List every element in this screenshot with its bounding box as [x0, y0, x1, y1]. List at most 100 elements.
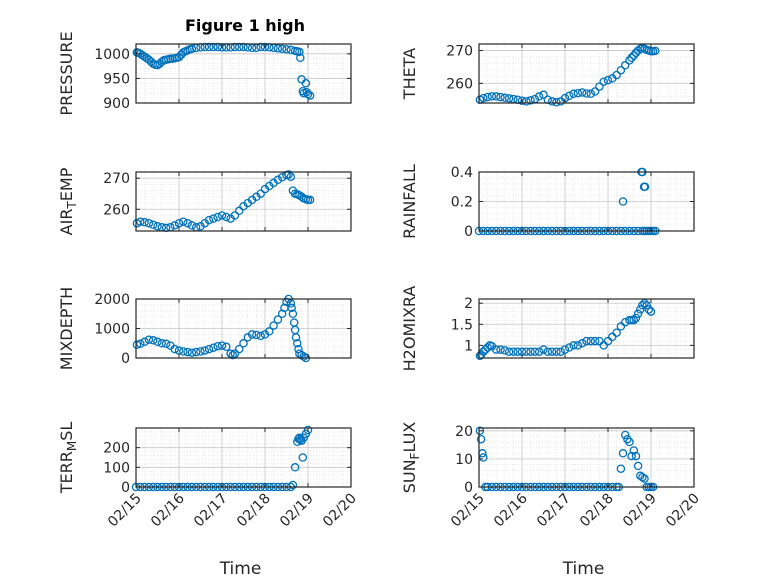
data-point [620, 61, 630, 70]
data-point [136, 217, 145, 226]
y-tick-label: 270 [103, 171, 130, 187]
data-point [273, 175, 283, 185]
data-point [631, 313, 641, 323]
y-tick-label: 10 [455, 452, 473, 468]
y-tick-label: 1.5 [451, 317, 473, 333]
data-point [547, 97, 557, 106]
data-point [534, 92, 544, 101]
data-point [239, 339, 248, 348]
data-point [500, 346, 510, 355]
data-point [303, 425, 313, 435]
data-point [289, 318, 299, 327]
data-point [247, 330, 257, 339]
x-tick-label: 02/16 [148, 490, 188, 530]
data-point [577, 88, 587, 97]
data-point [565, 91, 574, 101]
y-tick-label: 900 [103, 96, 130, 112]
data-point [603, 75, 613, 85]
data-point [179, 217, 188, 226]
data-point [475, 426, 485, 436]
data-point [636, 305, 645, 314]
data-point [582, 89, 591, 98]
data-point [196, 347, 205, 356]
data-point [556, 347, 565, 356]
data-point [620, 430, 630, 440]
data-point [234, 344, 244, 354]
data-point [204, 215, 214, 225]
data-point [269, 321, 278, 330]
data-point [282, 45, 291, 54]
y-tick-label: 1000 [94, 47, 130, 63]
data-point [633, 309, 643, 319]
data-point [627, 451, 636, 461]
data-point [290, 463, 300, 472]
data-point [293, 339, 302, 348]
data-point [627, 53, 636, 63]
data-point [522, 97, 531, 106]
data-point [213, 212, 222, 222]
data-point [479, 453, 488, 462]
y-tick-label: 200 [103, 441, 130, 457]
data-point [573, 88, 583, 98]
data-point [547, 347, 557, 356]
series-markers [475, 43, 660, 107]
y-axis-label: RAINFALL [400, 164, 419, 239]
data-point [616, 65, 626, 75]
data-point [187, 348, 197, 357]
data-point [256, 189, 265, 198]
axes-box [478, 427, 695, 488]
x-tick-label: 02/18 [234, 491, 274, 531]
data-point [629, 315, 639, 325]
x-axis-label: Time [219, 559, 262, 579]
data-point [286, 299, 296, 308]
data-point [234, 206, 244, 216]
data-point [590, 336, 600, 346]
data-point [153, 337, 162, 347]
data-point [288, 480, 298, 490]
x-tick-label: 02/20 [663, 491, 703, 531]
data-point [148, 220, 158, 230]
y-tick-label: 270 [446, 44, 473, 60]
data-point [483, 92, 492, 102]
data-point [174, 53, 184, 62]
data-point [618, 449, 628, 458]
data-point [153, 222, 162, 231]
data-point [204, 344, 214, 354]
data-point [651, 46, 660, 56]
y-tick-label: 0 [121, 480, 130, 496]
x-tick-label: 02/15 [105, 491, 145, 531]
data-point [638, 472, 647, 482]
data-point [161, 339, 171, 349]
data-point [479, 93, 488, 103]
x-tick-label: 02/19 [620, 491, 660, 531]
data-point [148, 336, 158, 345]
data-point [305, 91, 315, 100]
y-tick-label: 1 [464, 338, 473, 354]
data-point [187, 44, 197, 54]
data-point [217, 341, 227, 350]
series-markers [132, 170, 315, 233]
data-point [629, 446, 639, 455]
data-point [303, 89, 313, 99]
data-point [297, 350, 306, 360]
data-point [140, 52, 149, 62]
data-point [132, 340, 142, 349]
data-point [526, 96, 535, 105]
data-point [213, 341, 222, 351]
y-axis-label: AIRTEMP [57, 167, 79, 235]
data-point [646, 307, 656, 316]
data-point [573, 341, 583, 350]
axes-box [135, 43, 352, 104]
y-axis-label: THETA [400, 48, 419, 100]
y-tick-label: 20 [455, 424, 473, 440]
y-tick-label: 0.2 [451, 195, 473, 211]
data-point [500, 93, 510, 103]
data-point [226, 349, 235, 358]
y-tick-label: 1000 [94, 322, 130, 338]
data-point [277, 44, 287, 54]
data-point [299, 352, 308, 361]
data-point [640, 298, 649, 308]
data-point [296, 53, 305, 63]
data-point [530, 347, 540, 356]
data-point [625, 437, 634, 447]
